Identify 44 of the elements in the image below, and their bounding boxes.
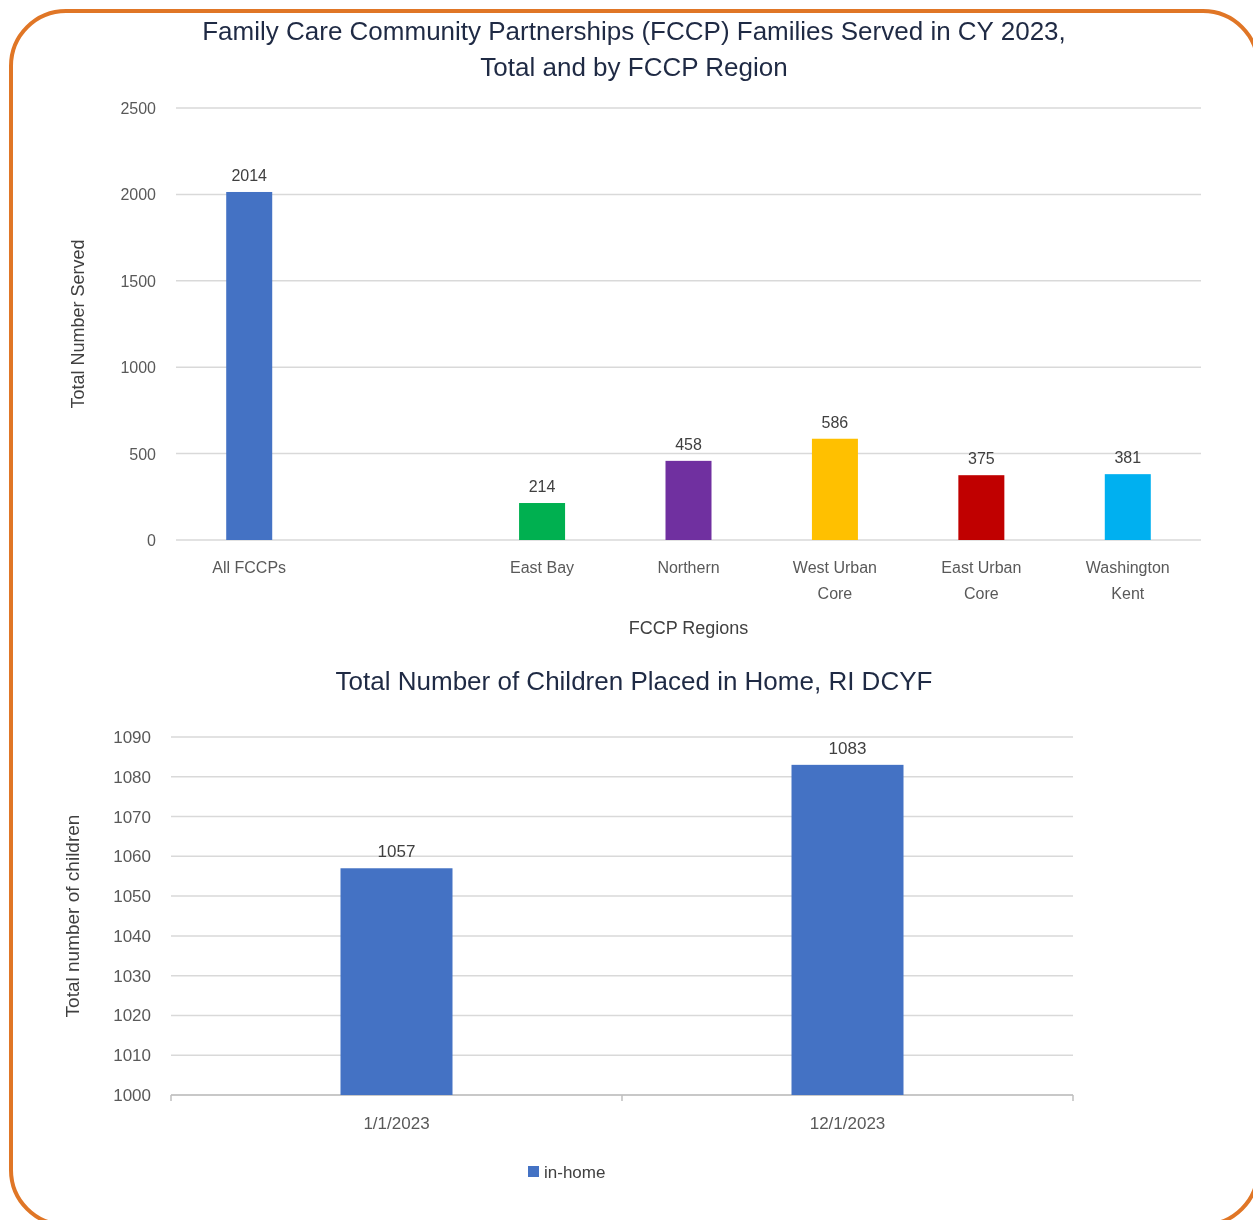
y-tick-label: 1060	[113, 847, 151, 867]
x-tick-label: East Bay	[510, 559, 575, 576]
bar	[226, 191, 273, 540]
y-tick-label: 1080	[113, 767, 151, 787]
x-tick-label: 1/1/2023	[363, 1114, 430, 1133]
data-label: 1083	[828, 738, 867, 758]
y-tick-label: 1020	[113, 1006, 151, 1026]
x-tick-label: Northern	[657, 559, 720, 576]
y-tick-label: 1040	[113, 926, 151, 946]
x-tick-label: Washington Kent	[1085, 559, 1170, 602]
x-axis-title: FCCP Regions	[628, 618, 749, 638]
legend-label: in-home	[544, 1163, 606, 1182]
y-tick-label: 1010	[113, 1046, 151, 1066]
y-tick-label: 1070	[113, 807, 151, 827]
y-tick-label: 1090	[113, 728, 151, 747]
y-tick-label: 2000	[120, 186, 157, 204]
y-tick-label: 500	[129, 445, 157, 463]
bar	[811, 438, 858, 540]
y-tick-label: 0	[147, 532, 157, 549]
chart-title: Family Care Community Partnerships (FCCP) Families Served in CY 2023, Total and by FCCP Region	[202, 16, 1066, 82]
y-tick-label: 1000	[120, 359, 157, 377]
y-tick-label: 2500	[120, 100, 157, 117]
data-label: 214	[528, 478, 556, 496]
bar	[958, 475, 1005, 540]
data-label: 375	[968, 450, 995, 468]
x-tick-label: All FCCPs	[212, 559, 287, 576]
data-label: 381	[1114, 449, 1142, 467]
x-tick-label: West Urban Core	[792, 559, 878, 602]
x-tick-label: East Urban Core	[941, 559, 1022, 602]
data-label: 458	[675, 435, 702, 453]
y-axis-title: Total Number Served	[68, 239, 88, 409]
y-tick-label: 1030	[113, 966, 151, 986]
y-axis-title: Total number of children	[62, 814, 83, 1018]
x-tick-label: 12/1/2023	[809, 1114, 886, 1133]
y-tick-label: 1000	[113, 1086, 151, 1105]
data-label: 586	[821, 413, 849, 431]
bar	[519, 503, 566, 540]
chart-title: Total Number of Children Placed in Home, RI DCYF	[335, 666, 933, 696]
y-tick-label: 1500	[120, 272, 157, 290]
data-label: 2014	[231, 166, 268, 184]
bar	[1104, 474, 1151, 540]
y-tick-label: 1050	[113, 887, 151, 907]
data-label: 1057	[377, 842, 416, 862]
bar	[665, 460, 712, 540]
